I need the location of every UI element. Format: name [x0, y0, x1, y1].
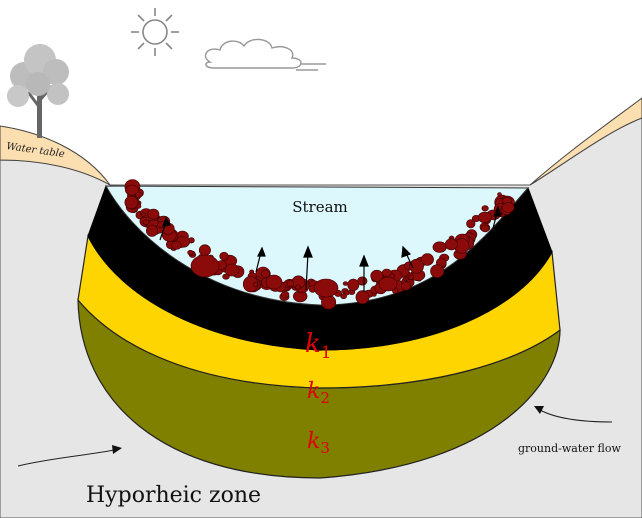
pebble [340, 293, 347, 300]
cloud-icon [204, 38, 326, 71]
seepage-arrowhead [493, 205, 502, 217]
pebble [501, 202, 515, 213]
k1-subscript: 1 [321, 343, 332, 363]
pebble [280, 291, 290, 299]
pebble [260, 269, 270, 278]
pebble [370, 269, 384, 282]
k3-symbol: k [307, 429, 320, 454]
seepage-arrowhead [401, 245, 412, 258]
seepage-arrowhead [359, 254, 369, 267]
pebble [420, 253, 434, 266]
seepage-arrowhead [257, 246, 266, 257]
water-table-band-right [529, 97, 642, 186]
streambed-pebbles [124, 179, 515, 310]
sun-icon [131, 8, 179, 56]
pebble [481, 205, 489, 212]
pebble [135, 191, 143, 198]
pebble [147, 208, 160, 220]
pebble [125, 184, 140, 196]
pebble-large [265, 274, 283, 290]
k3-subscript: 3 [320, 439, 330, 457]
pebble [253, 282, 258, 287]
pebble [187, 250, 194, 256]
k2-label: k2 [307, 379, 330, 407]
seepage-arrows [159, 205, 502, 292]
pebble [409, 258, 424, 274]
pebble-large [224, 263, 240, 277]
k2-symbol: k [307, 379, 320, 404]
pebble [497, 192, 502, 197]
pebble [430, 264, 445, 279]
k1-symbol: k [305, 329, 321, 359]
pebble [242, 276, 259, 293]
groundwater-flow-arrows [17, 406, 613, 467]
pebble [477, 211, 492, 224]
stream-label: Stream [292, 198, 348, 216]
flow-arrowhead-right [534, 406, 544, 414]
pebble [142, 219, 150, 225]
pebble [407, 274, 414, 280]
k1-label: k1 [305, 329, 332, 363]
pebble [321, 294, 337, 310]
pebble [198, 244, 211, 256]
seepage-arrowhead [162, 216, 171, 227]
pebble [141, 212, 147, 217]
flow-arrow-right [539, 409, 613, 423]
pebble [171, 240, 182, 250]
pebble [146, 224, 159, 237]
pebble [286, 279, 295, 288]
seepage-arrowhead [303, 245, 313, 258]
groundwater-flow-label: ground-water flow [518, 442, 621, 455]
flow-arrowhead-left [112, 445, 122, 454]
pebble-large [190, 254, 220, 278]
seepage-arrow [305, 252, 309, 291]
pebble [355, 290, 370, 305]
pebble [444, 238, 458, 251]
flow-arrow-left [17, 449, 115, 467]
pebble [432, 241, 447, 253]
pebble [371, 292, 377, 297]
pebble [381, 268, 392, 278]
pebble [401, 281, 412, 291]
k2-subscript: 2 [320, 389, 330, 407]
pebble [295, 284, 301, 290]
pebble [222, 273, 230, 280]
pebble [219, 251, 229, 261]
pebble [342, 281, 349, 286]
pebble-large [378, 276, 398, 292]
pebble [347, 278, 360, 292]
pebble [480, 224, 490, 233]
hyporheic-zone-label: Hyporheic zone [86, 483, 261, 508]
pebble [466, 219, 476, 229]
pebble [124, 195, 139, 209]
tree-icon [7, 44, 69, 138]
k3-label: k3 [307, 429, 330, 457]
pebble-large [313, 278, 339, 298]
